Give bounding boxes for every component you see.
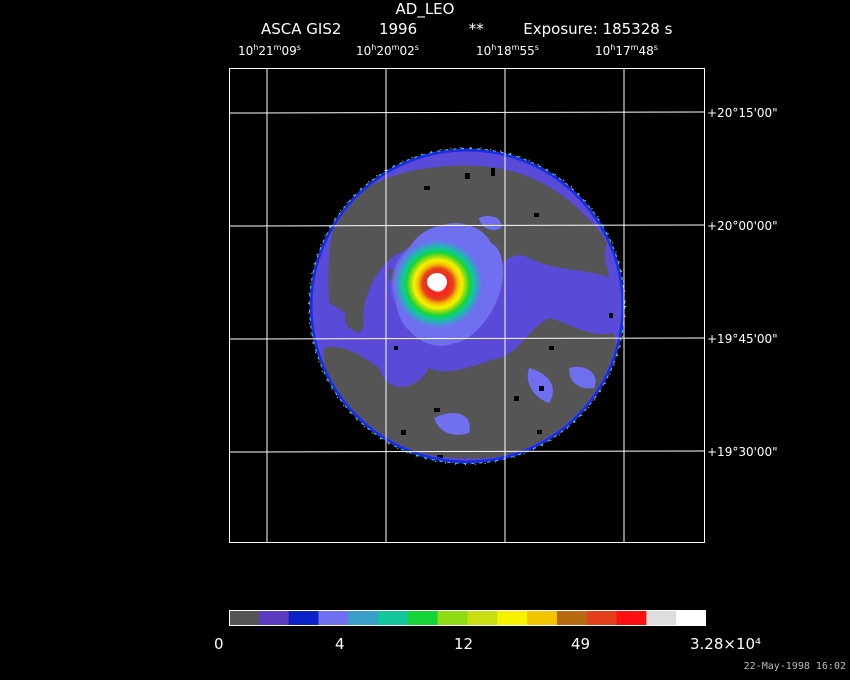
colorbar-label-3: 49: [571, 635, 591, 653]
colorbar-cell: [467, 610, 498, 626]
ra-label-3: 10h18m55s: [476, 43, 539, 59]
colorbar-cell: [258, 610, 290, 626]
colorbar-cell: [586, 610, 618, 626]
dec-label-2: +20°00'00": [707, 219, 778, 233]
x-ray-source: [390, 223, 503, 346]
colorbar-label-1: 4: [335, 635, 345, 653]
exposure-label: Exposure: 185328 s: [523, 20, 673, 38]
year-label: 1996: [378, 20, 418, 38]
colorbar-cell: [318, 610, 349, 626]
colorbar-cell: [229, 610, 260, 626]
colorbar-cell: [407, 610, 439, 626]
coordinate-grid: [229, 68, 705, 543]
ra-label-2: 10h20m02s: [356, 43, 419, 59]
observation-subtitle: ASCA GIS2 1996 ** Exposure: 185328 s: [261, 20, 672, 38]
colorbar-cell: [556, 610, 588, 626]
colorbar-label-0: 0: [214, 635, 224, 653]
image-title: AD_LEO: [395, 0, 455, 18]
colorbar-cell: [437, 610, 468, 626]
dec-label-4: +19°30'00": [707, 445, 778, 459]
colorbar-cell: [616, 610, 647, 626]
flag-label: **: [468, 20, 484, 38]
colorbar-cell: [288, 610, 319, 626]
colorbar-label-2: 12: [454, 635, 474, 653]
date-stamp: 22-May-1998 16:02: [743, 661, 846, 672]
colorbar-cell: [527, 610, 558, 626]
intensity-colorbar: [229, 610, 706, 626]
ra-label-4: 10h17m48s: [595, 43, 658, 59]
colorbar-label-4: 3.28×10⁴: [690, 635, 762, 653]
sky-image: [229, 68, 705, 543]
colorbar-cell: [348, 610, 379, 626]
colorbar-cell: [497, 610, 528, 626]
colorbar-cell: [676, 610, 706, 626]
colorbar-cell: [378, 610, 409, 626]
colorbar-cell: [646, 610, 677, 626]
instrument-label: ASCA GIS2: [261, 20, 342, 38]
ra-label-1: 10h21m09s: [238, 43, 301, 59]
dec-label-1: +20°15'00": [707, 106, 778, 120]
dec-label-3: +19°45'00": [707, 332, 778, 346]
